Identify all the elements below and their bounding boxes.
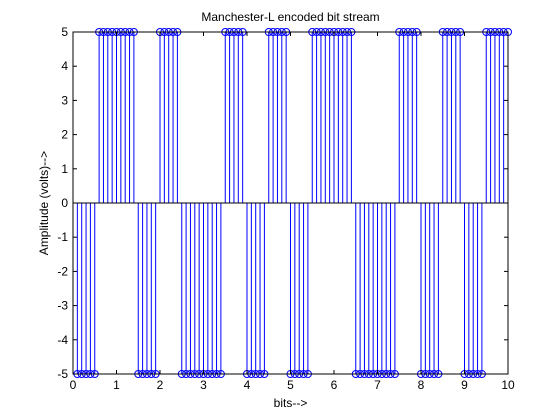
y-tick-label: 4: [61, 59, 68, 73]
x-tick-label: 9: [461, 378, 468, 392]
y-tick-label: 0: [61, 196, 68, 210]
y-tick-label: -1: [57, 230, 68, 244]
y-axis-label: Amplitude (volts)-->: [37, 151, 51, 255]
y-tick-label: 2: [61, 128, 68, 142]
y-tick-label: -2: [57, 264, 68, 278]
y-tick-label: -5: [57, 367, 68, 381]
y-tick-label: 3: [61, 93, 68, 107]
y-tick-label: 1: [61, 162, 68, 176]
x-tick-label: 2: [157, 378, 164, 392]
y-tick-label: 5: [61, 25, 68, 39]
x-tick-label: 4: [244, 378, 251, 392]
x-tick-labels: 0 1 2 3 4 5 6 7 8 9 10: [70, 378, 515, 392]
x-tick-label: 10: [501, 378, 515, 392]
y-tick-labels: -5 -4 -3 -2 -1 0 1 2 3 4 5: [57, 25, 68, 381]
stems: [76, 32, 509, 374]
x-tick-label: 8: [418, 378, 425, 392]
x-tick-label: 3: [200, 378, 207, 392]
x-axis-label: bits-->: [274, 396, 308, 410]
x-tick-label: 6: [331, 378, 338, 392]
axis-ticks: [72, 31, 509, 375]
chart-title: Manchester-L encoded bit stream: [201, 10, 379, 24]
x-tick-label: 1: [113, 378, 120, 392]
x-tick-label: 5: [287, 378, 294, 392]
y-tick-label: -3: [57, 299, 68, 313]
y-tick-label: -4: [57, 333, 68, 347]
x-tick-label: 7: [374, 378, 381, 392]
x-tick-label: 0: [70, 378, 77, 392]
